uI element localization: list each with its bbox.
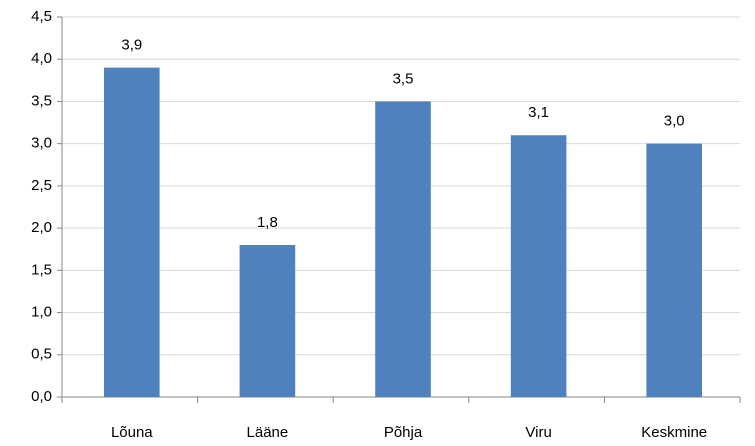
x-tick-label: Lõuna [111,424,153,441]
data-label: 3,5 [393,70,414,87]
y-tick-label: 1,0 [31,304,52,321]
data-label: 3,1 [528,104,549,121]
x-tick-label: Lääne [247,424,289,441]
y-tick-label: 0,5 [31,346,52,363]
y-tick-label: 0,0 [31,388,52,405]
bar [239,245,296,397]
y-tick-label: 2,0 [31,219,52,236]
data-label: 1,8 [257,214,278,231]
y-tick-label: 3,0 [31,135,52,152]
y-tick-label: 2,5 [31,177,52,194]
bar [375,101,431,397]
x-tick-label: Põhja [384,424,423,441]
y-tick-label: 1,5 [31,261,52,278]
data-label: 3,0 [664,113,685,130]
y-tick-label: 4,0 [31,50,52,67]
x-tick-label: Keskmine [641,424,707,441]
bar [646,143,702,397]
data-label: 3,9 [121,37,142,54]
bar [104,67,160,398]
bar [510,135,567,397]
y-tick-label: 4,5 [31,8,52,25]
x-tick-label: Viru [525,424,551,441]
y-tick-label: 3,5 [31,92,52,109]
